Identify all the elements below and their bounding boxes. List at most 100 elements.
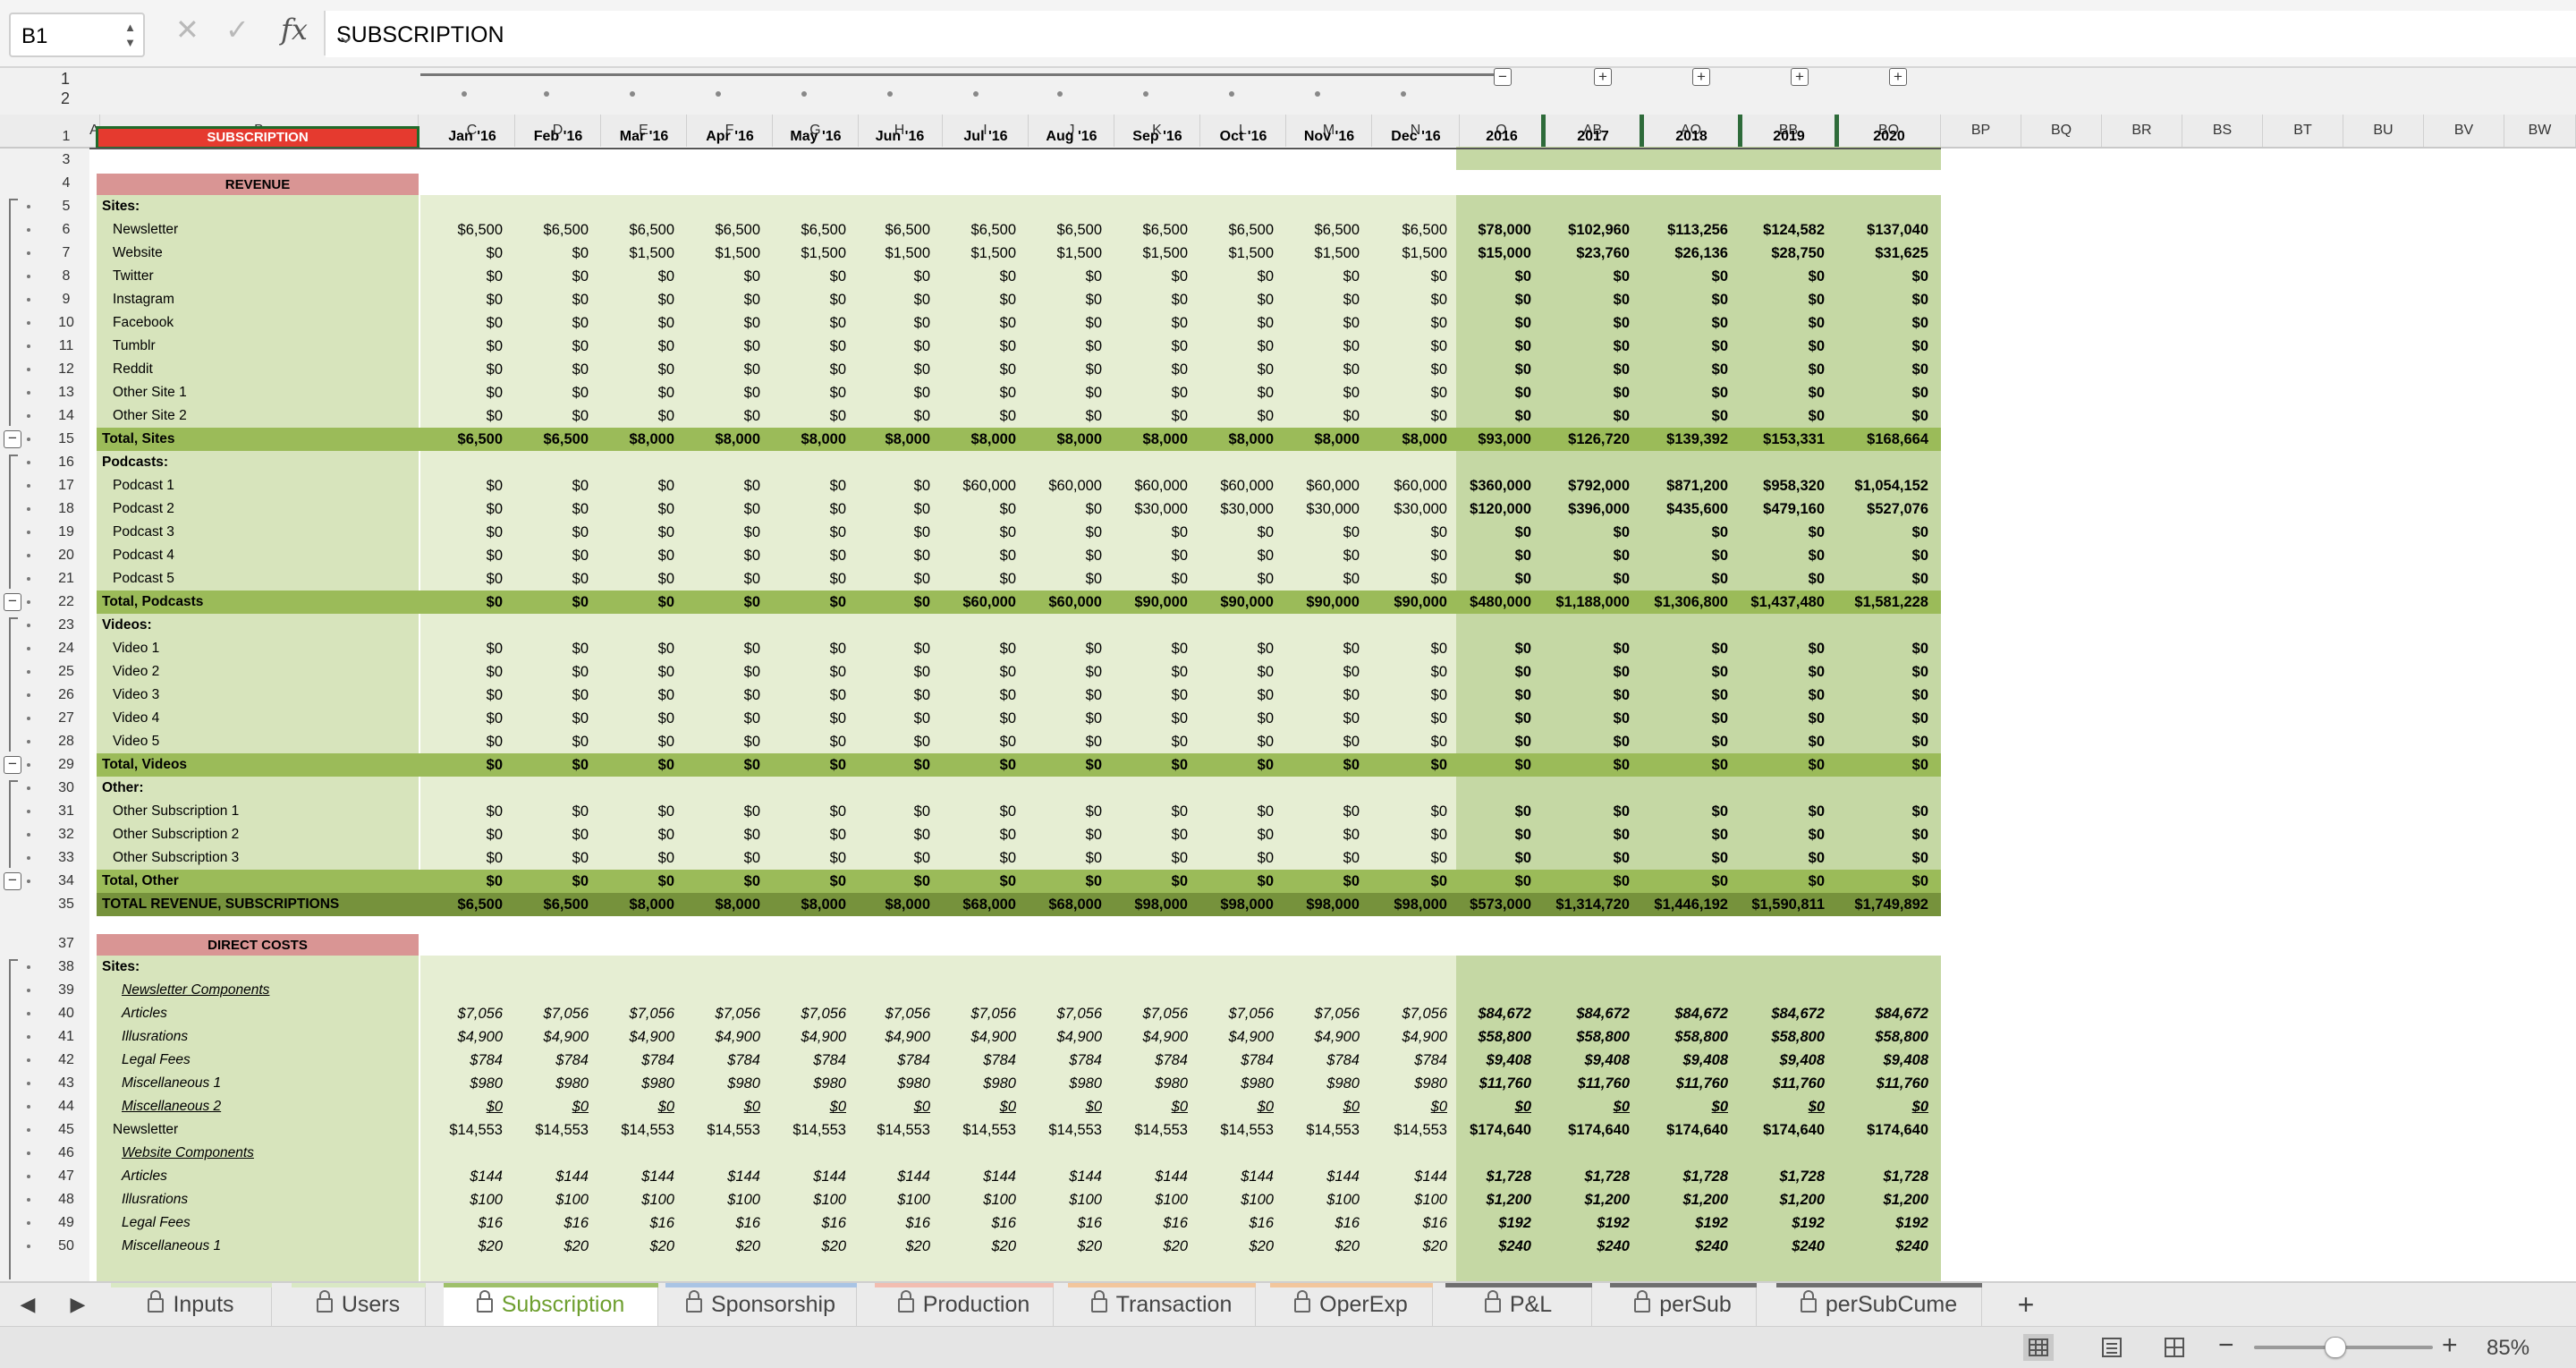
value-cell[interactable]: $1,306,800	[1654, 594, 1728, 610]
value-cell[interactable]: $0	[1171, 757, 1188, 773]
value-cell[interactable]: $7,056	[629, 1006, 674, 1023]
row-label[interactable]: Miscellaneous 1	[122, 1075, 222, 1092]
value-cell[interactable]: $14,553	[621, 1122, 674, 1139]
value-cell[interactable]: $4,900	[801, 1029, 846, 1046]
value-cell[interactable]: $8,000	[1056, 431, 1102, 447]
value-cell[interactable]: $0	[1171, 548, 1188, 564]
value-cell[interactable]: $8,000	[629, 431, 674, 447]
column-header-BR[interactable]: BR	[2102, 115, 2182, 147]
value-cell[interactable]: $0	[1085, 385, 1102, 401]
collapse-row-group-button[interactable]: −	[4, 430, 21, 448]
value-cell[interactable]: $60,000	[1048, 478, 1102, 494]
row-label[interactable]: Reddit	[113, 361, 153, 377]
value-cell[interactable]: $0	[829, 850, 846, 866]
value-cell[interactable]: $0	[1808, 687, 1825, 703]
value-cell[interactable]: $0	[1171, 338, 1188, 354]
value-cell[interactable]: $0	[657, 571, 674, 587]
value-cell[interactable]: $0	[657, 292, 674, 308]
value-cell[interactable]: $0	[486, 315, 503, 331]
value-cell[interactable]: $0	[1808, 641, 1825, 657]
zoom-out-button[interactable]: −	[2218, 1330, 2234, 1360]
value-cell[interactable]: $0	[486, 1099, 503, 1116]
column-header-L[interactable]: L	[1200, 115, 1286, 147]
period-header[interactable]: Jan '16	[448, 129, 496, 144]
value-cell[interactable]: $0	[1808, 664, 1825, 680]
value-cell[interactable]: $0	[913, 594, 930, 610]
value-cell[interactable]: $1,500	[1314, 245, 1360, 261]
value-cell[interactable]: $0	[1343, 757, 1360, 773]
value-cell[interactable]: $120,000	[1470, 501, 1531, 517]
normal-view-icon[interactable]	[2023, 1334, 2054, 1361]
value-cell[interactable]: $0	[1085, 850, 1102, 866]
value-cell[interactable]: $144	[727, 1168, 760, 1185]
value-cell[interactable]: $0	[1085, 710, 1102, 726]
value-cell[interactable]: $4,900	[885, 1029, 930, 1046]
value-cell[interactable]: $0	[1257, 827, 1274, 843]
value-cell[interactable]: $0	[572, 268, 589, 285]
row-label[interactable]: Podcast 1	[113, 478, 174, 493]
value-cell[interactable]: $0	[743, 1099, 760, 1116]
column-header-BS[interactable]: BS	[2182, 115, 2263, 147]
value-cell[interactable]: $16	[735, 1215, 760, 1232]
section-title[interactable]: DIRECT COSTS	[208, 938, 308, 954]
value-cell[interactable]: $0	[1085, 524, 1102, 540]
value-cell[interactable]: $0	[657, 361, 674, 378]
value-cell[interactable]: $0	[1613, 361, 1630, 378]
value-cell[interactable]: $0	[1430, 664, 1447, 680]
value-cell[interactable]: $8,000	[1314, 431, 1360, 447]
value-cell[interactable]: $11,760	[1675, 1075, 1728, 1092]
value-cell[interactable]: $0	[1257, 292, 1274, 308]
value-cell[interactable]: $0	[1085, 292, 1102, 308]
value-cell[interactable]: $0	[1430, 524, 1447, 540]
column-header-BP[interactable]: BP	[1941, 115, 2021, 147]
value-cell[interactable]: $980	[470, 1075, 503, 1092]
value-cell[interactable]: $20	[478, 1238, 503, 1255]
column-header-F[interactable]: F	[687, 115, 773, 147]
section-title[interactable]: REVENUE	[225, 177, 291, 192]
value-cell[interactable]: $0	[1808, 571, 1825, 587]
value-cell[interactable]: $8,000	[970, 431, 1016, 447]
value-cell[interactable]: $0	[1343, 1099, 1360, 1116]
value-cell[interactable]: $0	[1711, 641, 1728, 657]
period-header[interactable]: 2016	[1486, 129, 1518, 144]
value-cell[interactable]: $0	[572, 594, 589, 610]
value-cell[interactable]: $0	[1911, 385, 1928, 401]
value-cell[interactable]: $0	[1613, 873, 1630, 889]
value-cell[interactable]: $784	[1414, 1052, 1447, 1069]
value-cell[interactable]: $0	[1514, 757, 1531, 773]
value-cell[interactable]: $0	[913, 524, 930, 540]
period-header[interactable]: Mar '16	[619, 129, 669, 144]
value-cell[interactable]: $0	[999, 873, 1016, 889]
value-cell[interactable]: $0	[1711, 734, 1728, 750]
period-header[interactable]: Apr '16	[706, 129, 754, 144]
value-cell[interactable]: $0	[572, 827, 589, 843]
value-cell[interactable]: $0	[657, 338, 674, 354]
value-cell[interactable]: $0	[743, 873, 760, 889]
value-cell[interactable]: $0	[572, 385, 589, 401]
value-cell[interactable]: $0	[486, 501, 503, 517]
value-cell[interactable]: $0	[999, 315, 1016, 331]
value-cell[interactable]: $0	[829, 292, 846, 308]
value-cell[interactable]: $0	[572, 524, 589, 540]
value-cell[interactable]: $0	[486, 268, 503, 285]
value-cell[interactable]: $0	[913, 571, 930, 587]
value-cell[interactable]: $0	[1911, 408, 1928, 424]
value-cell[interactable]: $0	[1257, 268, 1274, 285]
sheet-tab-persub[interactable]: perSub	[1610, 1283, 1757, 1326]
value-cell[interactable]: $4,900	[1228, 1029, 1274, 1046]
value-cell[interactable]: $0	[1085, 1099, 1102, 1116]
value-cell[interactable]: $20	[905, 1238, 930, 1255]
value-cell[interactable]: $0	[999, 385, 1016, 401]
value-cell[interactable]: $0	[1808, 524, 1825, 540]
value-cell[interactable]: $4,900	[457, 1029, 503, 1046]
value-cell[interactable]: $0	[657, 687, 674, 703]
value-cell[interactable]: $0	[1430, 338, 1447, 354]
sheet-tab-transaction[interactable]: Transaction	[1068, 1283, 1256, 1326]
value-cell[interactable]: $0	[829, 873, 846, 889]
value-cell[interactable]: $0	[999, 571, 1016, 587]
value-cell[interactable]: $0	[1430, 827, 1447, 843]
value-cell[interactable]: $0	[829, 594, 846, 610]
value-cell[interactable]: $0	[486, 408, 503, 424]
value-cell[interactable]: $28,750	[1771, 245, 1825, 261]
value-cell[interactable]: $0	[572, 338, 589, 354]
